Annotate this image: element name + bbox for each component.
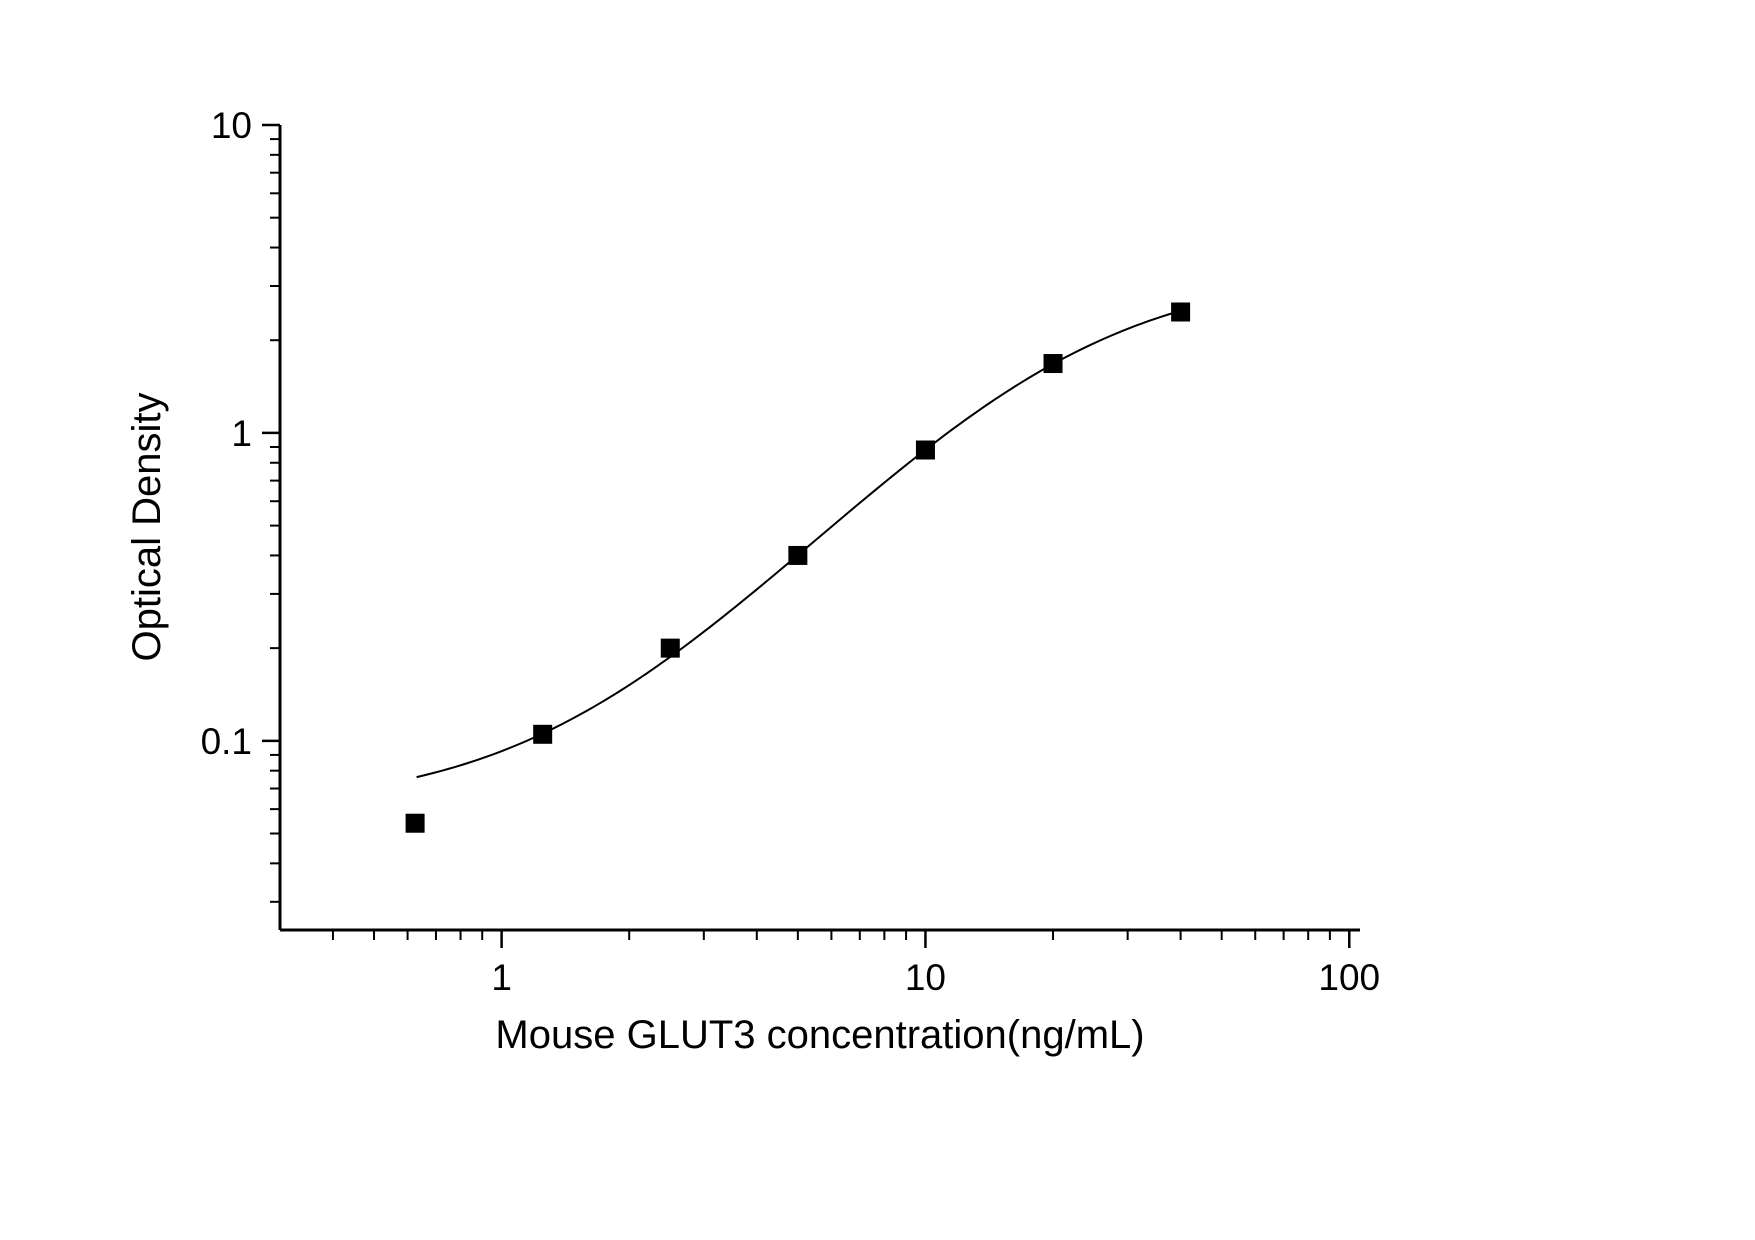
svg-text:1: 1: [491, 957, 512, 998]
data-point-marker: [1043, 354, 1063, 374]
fit-curve-layer: [416, 309, 1181, 779]
data-points-layer: [405, 302, 1191, 833]
svg-text:100: 100: [1318, 957, 1380, 998]
x-axis-label: Mouse GLUT3 concentration(ng/mL): [495, 1013, 1144, 1057]
data-point-marker: [915, 440, 935, 460]
data-point-marker: [788, 545, 808, 565]
y-axis-label: Optical Density: [125, 393, 169, 662]
axes-layer: [262, 123, 1360, 948]
data-point-marker: [1171, 302, 1191, 322]
tick-labels-layer: 1 10 100 0.1 1 10: [201, 105, 1381, 998]
svg-text:10: 10: [211, 105, 252, 146]
svg-text:0.1: 0.1: [201, 721, 252, 762]
svg-text:10: 10: [905, 957, 946, 998]
svg-text:1: 1: [231, 413, 252, 454]
data-point-marker: [660, 638, 680, 658]
data-point-marker: [405, 813, 425, 833]
data-point-marker: [533, 724, 553, 744]
